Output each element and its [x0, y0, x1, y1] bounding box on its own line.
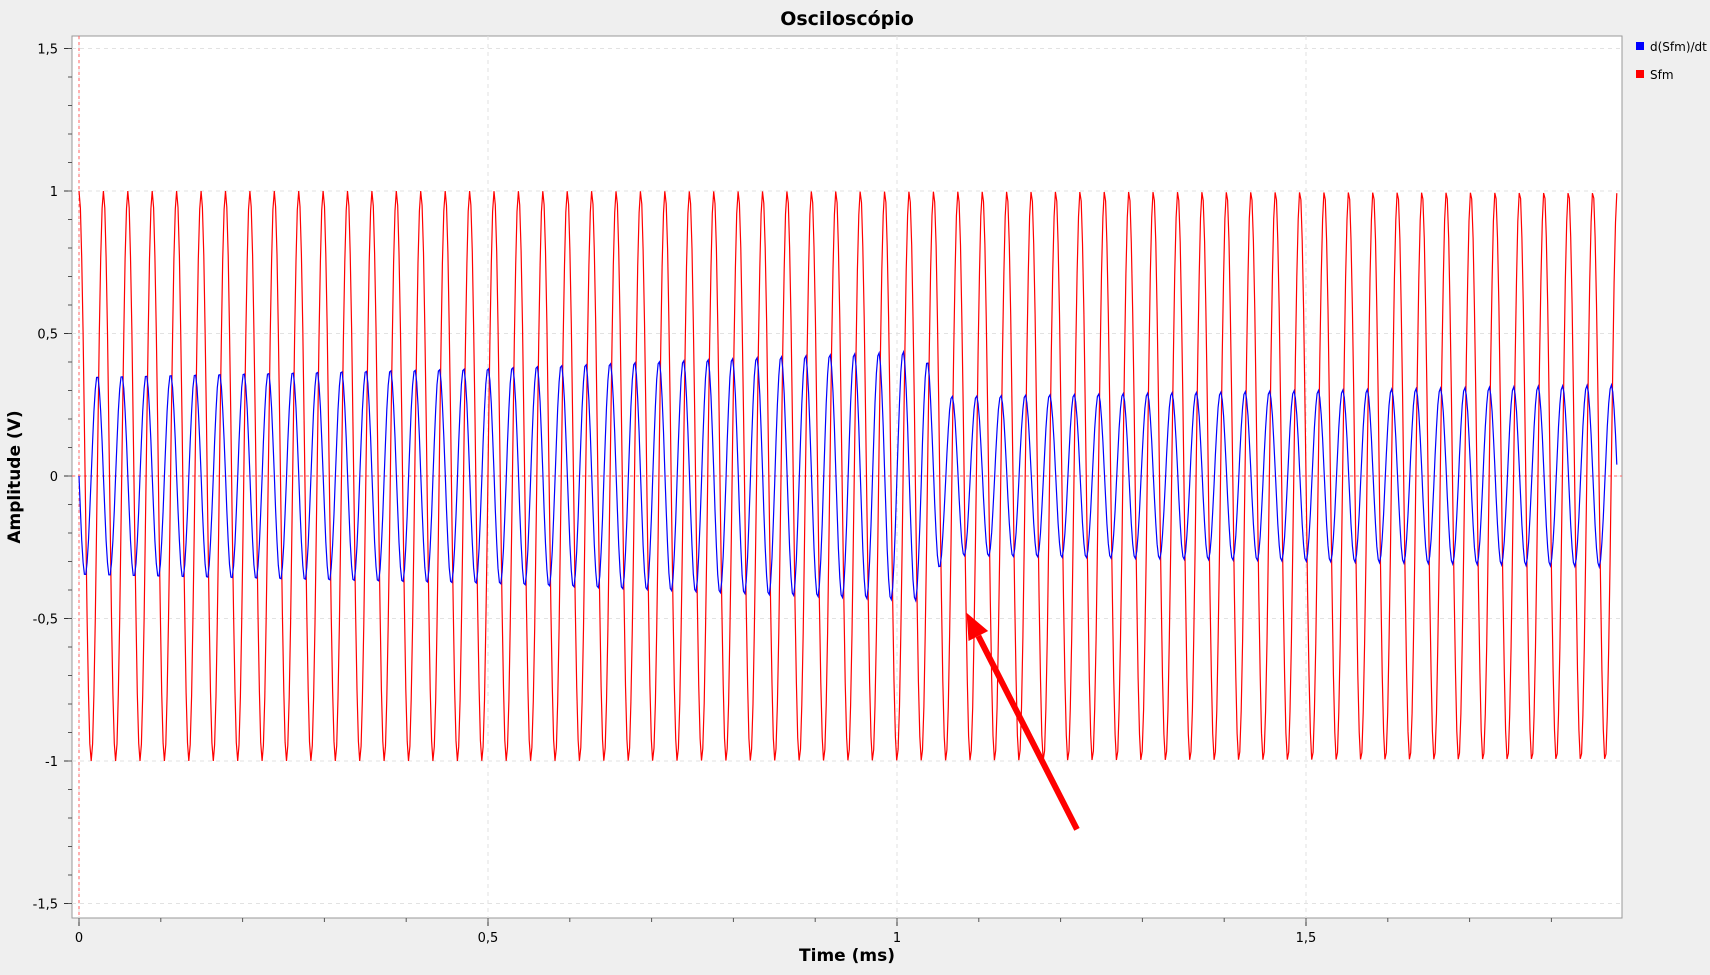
- series-line-sfm: [78, 190, 1618, 762]
- series-line-dsfm-dt: [78, 349, 1618, 603]
- plot-area: [71, 35, 1623, 919]
- x-tick-label: 0,5: [478, 931, 499, 946]
- annotation-arrow-head: [966, 612, 989, 641]
- legend-swatch: [1636, 42, 1644, 50]
- axes: 1,5 1 0,5 0 -0,5 -1 -1,5 0 0,5 1 1,5: [33, 43, 1552, 946]
- legend: d(Sfm)/dt Sfm: [1636, 40, 1707, 82]
- legend-label: Sfm: [1650, 68, 1674, 82]
- y-tick-label: 1,5: [37, 43, 58, 58]
- y-tick-label: -0,5: [33, 613, 58, 628]
- y-axis-label: Amplitude (V): [5, 410, 25, 543]
- legend-label: d(Sfm)/dt: [1650, 40, 1707, 54]
- y-tick-label: -1,5: [33, 898, 58, 913]
- legend-swatch: [1636, 70, 1644, 78]
- x-tick-label: 0: [75, 931, 83, 946]
- x-tick-label: 1,5: [1296, 931, 1317, 946]
- y-tick-label: 0: [50, 470, 58, 485]
- annotation-arrow-shaft: [975, 634, 1080, 831]
- annotations: [966, 612, 1080, 831]
- y-tick-label: 0,5: [37, 328, 58, 343]
- x-axis-label: Time (ms): [799, 946, 895, 966]
- x-tick-label: 1: [893, 931, 901, 946]
- chart-title: Osciloscópio: [780, 8, 914, 30]
- series-lines: [78, 190, 1618, 762]
- y-tick-label: 1: [50, 185, 58, 200]
- y-tick-label: -1: [45, 755, 58, 770]
